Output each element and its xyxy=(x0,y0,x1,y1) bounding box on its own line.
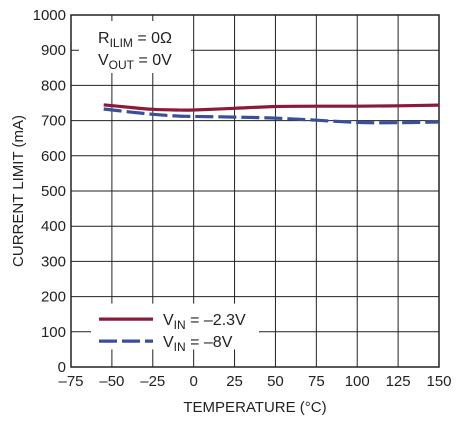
x-tick-label: 0 xyxy=(189,373,197,390)
series-line-1 xyxy=(103,103,440,112)
y-tick-label: 400 xyxy=(41,218,66,235)
y-tick-label: 100 xyxy=(41,324,66,341)
x-tick-label: –50 xyxy=(99,373,124,390)
x-tick-label: 150 xyxy=(426,373,451,390)
series-layer xyxy=(103,103,440,125)
y-tick-label: 600 xyxy=(41,148,66,165)
y-tick-label: 700 xyxy=(41,113,66,130)
annotation-2: VOUT = 0V xyxy=(98,52,172,72)
y-tick-label: 800 xyxy=(41,77,66,94)
y-tick-label: 200 xyxy=(41,289,66,306)
y-tick-label: 0 xyxy=(58,359,66,376)
x-tick-labels: –75 –50 –25 0 25 50 75 100 125 150 xyxy=(58,373,451,390)
x-tick-label: –25 xyxy=(140,373,165,390)
x-tick-label: 50 xyxy=(267,373,284,390)
y-tick-label: 900 xyxy=(41,42,66,59)
y-tick-labels: 0 100 200 300 400 500 600 700 800 900 1000 xyxy=(33,7,66,376)
legend-box xyxy=(91,303,259,350)
x-tick-label: 75 xyxy=(308,373,325,390)
y-axis-title: CURRENT LIMIT (mA) xyxy=(10,115,27,267)
plot-frame xyxy=(70,14,440,368)
x-tick-label: 100 xyxy=(345,373,370,390)
x-tick-label: 125 xyxy=(386,373,411,390)
grid xyxy=(71,15,439,367)
y-tick-label: 500 xyxy=(41,183,66,200)
annotation-1: RILIM = 0Ω xyxy=(98,30,172,50)
y-tick-label: 1000 xyxy=(33,7,66,24)
series-line-2 xyxy=(103,107,440,125)
x-axis-title: TEMPERATURE (°C) xyxy=(183,399,326,416)
x-tick-label: –75 xyxy=(58,373,83,390)
annotation-box xyxy=(79,21,191,73)
legend-label-2: VIN = –8V xyxy=(163,334,233,354)
y-tick-label: 300 xyxy=(41,253,66,270)
x-tick-label: 25 xyxy=(226,373,243,390)
legend-label-1: VIN = –2.3V xyxy=(163,312,246,332)
